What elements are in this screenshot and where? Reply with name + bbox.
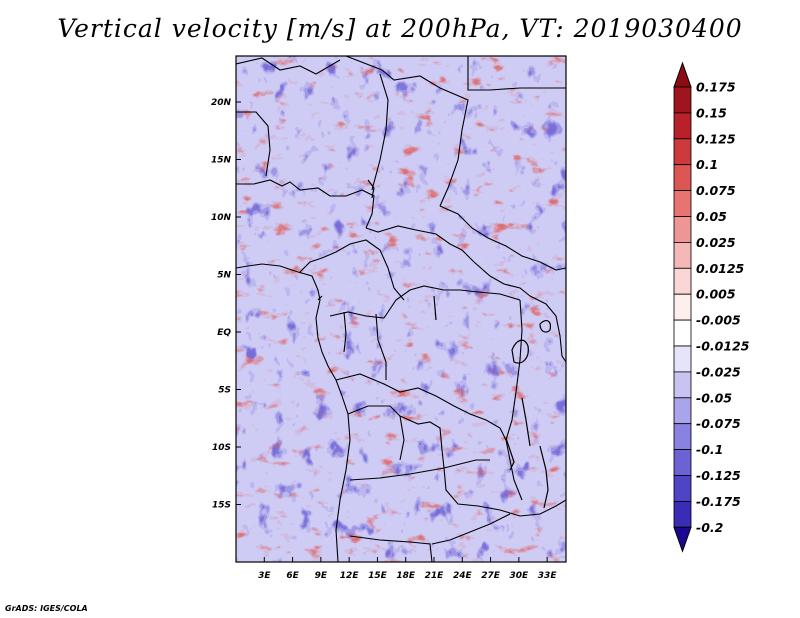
- field-rising: [236, 56, 566, 562]
- colorbar-swatch: [673, 475, 692, 502]
- colorbar-swatch: [673, 138, 692, 166]
- lat-tick-label: 5N: [217, 271, 231, 281]
- lon-tick-label: 27E: [481, 571, 501, 581]
- lon-tick-label: 24E: [453, 571, 473, 581]
- colorbar-label: 0.075: [696, 183, 736, 198]
- colorbar-swatch: [673, 112, 692, 140]
- colorbar-label: 0.05: [696, 209, 727, 224]
- grads-credit: GrADS: IGES/COLA: [5, 604, 88, 613]
- lakes: [317, 179, 551, 509]
- lat-tick-label: 5S: [218, 386, 231, 396]
- colorbar-swatch: [673, 449, 692, 476]
- chart-title: Vertical velocity [m/s] at 200hPa, VT: 2…: [57, 14, 743, 43]
- colorbar-label: 0.0125: [696, 261, 745, 276]
- colorbar-swatch: [673, 267, 692, 295]
- lon-tick-label: 30E: [510, 571, 530, 581]
- colorbar-label: 0.025: [696, 235, 736, 250]
- colorbar-bottom-arrow: [673, 526, 692, 553]
- colorbar-label: 0.175: [696, 80, 736, 95]
- colorbar-swatch: [673, 241, 692, 269]
- colorbar-swatch: [673, 371, 692, 399]
- colorbar-swatch: [673, 164, 692, 191]
- colorbar-swatch: [673, 319, 692, 347]
- lat-tick-label: 10N: [211, 213, 232, 223]
- lat-tick-label: EQ: [217, 328, 231, 338]
- colorbar-swatch: [673, 293, 692, 321]
- colorbar-swatch: [673, 345, 692, 373]
- colorbar-label: -0.075: [696, 416, 741, 431]
- colorbar-label: -0.1: [696, 442, 723, 457]
- map-frame: [235, 55, 567, 563]
- colorbar-label: 0.125: [696, 131, 736, 146]
- velocity-field: [236, 56, 566, 562]
- latitude-axis: 20N 15N 10N 5N EQ 5S 10S 15S: [211, 98, 241, 511]
- lat-tick-label: 15S: [212, 501, 231, 511]
- lat-tick-label: 10S: [212, 443, 231, 453]
- colorbar-swatch: [673, 86, 692, 114]
- colorbar-swatch: [673, 216, 692, 243]
- lat-tick-label: 15N: [211, 156, 232, 166]
- colorbar-label: -0.175: [696, 494, 741, 509]
- colorbar-swatch: [673, 500, 692, 528]
- colorbar-label: -0.2: [696, 520, 723, 535]
- lon-tick-label: 12E: [340, 571, 360, 581]
- lon-tick-label: 21E: [425, 571, 445, 581]
- colorbar-label: -0.0125: [696, 339, 750, 354]
- longitude-axis: 3E 6E 9E 12E 15E 18E 21E 24E 27E 30E 33E: [258, 557, 557, 581]
- lon-tick-label: 15E: [368, 571, 388, 581]
- lon-tick-label: 18E: [396, 571, 416, 581]
- colorbar-swatch: [673, 397, 692, 425]
- colorbar-label: 0.005: [696, 287, 736, 302]
- country-borders: [236, 56, 566, 562]
- colorbar-swatch: [673, 423, 692, 451]
- lon-tick-label: 6E: [286, 571, 299, 581]
- lon-tick-label: 3E: [258, 571, 271, 581]
- lat-tick-label: 20N: [211, 98, 232, 108]
- colorbar-label: -0.005: [696, 313, 741, 328]
- colorbar-label: -0.05: [696, 390, 732, 405]
- colorbar-top-arrow: [673, 61, 692, 88]
- colorbar-label: 0.1: [696, 157, 718, 172]
- colorbar-swatch: [673, 190, 692, 217]
- lon-tick-label: 33E: [538, 571, 558, 581]
- lon-tick-label: 9E: [315, 571, 328, 581]
- colorbar-label: -0.125: [696, 468, 741, 483]
- colorbar-label: -0.025: [696, 364, 741, 379]
- colorbar-label: 0.15: [696, 105, 727, 120]
